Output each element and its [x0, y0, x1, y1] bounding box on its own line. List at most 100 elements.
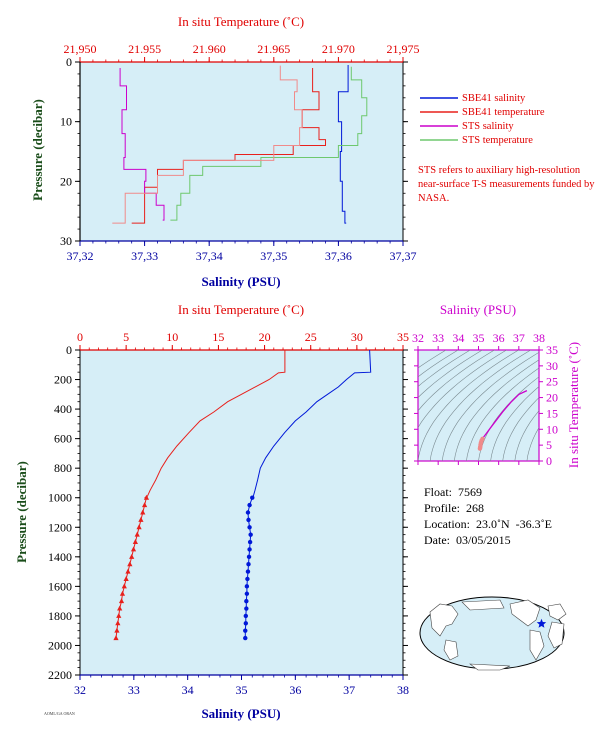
map-continents	[429, 599, 567, 671]
ts-series-group	[477, 390, 528, 451]
legend-label-sbe41-temperature: SBE41 temperature	[462, 107, 545, 118]
pressure-tick-label: 800	[54, 461, 72, 475]
pressure-tick-label: 20	[60, 174, 72, 188]
temp-tick-label: 25	[305, 330, 317, 344]
marker-temperature-deep-samples	[129, 553, 135, 559]
ts-plot-area	[417, 349, 540, 462]
ts-sal-tick-label: 37	[513, 331, 525, 345]
pressure-tick-label: 1200	[48, 520, 72, 534]
marker-temperature-deep-samples	[136, 524, 142, 530]
bottom-ticks-group: 0 5 10 15 20 25 30 35 32 33 34 35 36 37 38 0 200 400 600 80…	[48, 330, 409, 697]
ts-temp-tick-label: 0	[546, 454, 552, 468]
marker-salinity-deep-samples	[245, 569, 251, 574]
temp-tick-label: 21.955	[128, 42, 161, 56]
marker-temperature-deep-samples	[121, 583, 127, 589]
marker-salinity-deep-samples	[244, 591, 250, 596]
marker-temperature-deep-samples	[119, 590, 126, 596]
pressure-tick-label: 1600	[48, 579, 72, 593]
marker-temperature-deep-samples	[118, 598, 125, 604]
isopycnal-line	[418, 350, 459, 378]
ts-sal-axis-title: Salinity (PSU)	[440, 302, 516, 317]
marker-salinity-deep-samples	[245, 576, 250, 582]
isopycnal-line	[418, 350, 507, 429]
marker-salinity-deep-samples	[246, 554, 252, 560]
legend-label-sts-salinity: STS salinity	[462, 121, 514, 132]
date: Date: 03/05/2015	[424, 533, 511, 547]
marker-salinity-deep-samples	[243, 613, 249, 619]
continent-australia	[443, 639, 459, 661]
continent-europe	[547, 603, 567, 621]
ts-isopycnal-lines	[418, 350, 539, 461]
sal-tick-label: 37,33	[131, 249, 158, 263]
temp-tick-label: 35	[397, 330, 409, 344]
top-temp-axis-title: In situ Temperature (˚C)	[178, 14, 304, 29]
ts-temp-tick-label: 25	[546, 375, 558, 389]
marker-temperature-deep-samples	[117, 605, 123, 611]
marker-salinity-deep-samples	[246, 517, 251, 523]
sal-tick-label: 32	[74, 683, 86, 697]
marker-salinity-deep-samples	[248, 532, 253, 537]
pressure-tick-label: 10	[60, 115, 72, 129]
continent-north-america	[509, 599, 541, 627]
ts-temp-tick-label: 5	[546, 438, 552, 452]
marker-salinity-deep-samples	[243, 635, 248, 641]
marker-temperature-deep-samples	[115, 620, 121, 626]
continent-asia-east	[461, 599, 505, 611]
isopycnal-line	[418, 350, 483, 399]
marker-salinity-deep-samples	[247, 547, 252, 552]
isopycnal-line	[526, 426, 539, 461]
pressure-tick-label: 1800	[48, 609, 72, 623]
isopycnal-line	[441, 351, 539, 461]
ts-sal-tick-label: 35	[473, 331, 485, 345]
ts-temp-tick-label: 35	[546, 343, 558, 357]
marker-temperature-deep-samples	[138, 516, 144, 522]
temp-tick-label: 21,975	[387, 42, 420, 56]
isopycnal-line	[454, 359, 539, 461]
marker-temperature-deep-samples	[140, 509, 146, 515]
marker-salinity-deep-samples	[244, 584, 250, 589]
continent-africa	[547, 621, 565, 649]
pressure-tick-label: 400	[54, 402, 72, 416]
bottom-plot-area	[79, 349, 404, 676]
temp-tick-label: 15	[212, 330, 224, 344]
ts-temp-axis-title: In situ Temperature (˚C)	[566, 342, 581, 468]
profile-number: Profile: 268	[424, 501, 484, 515]
sal-tick-label: 37,34	[196, 249, 223, 263]
top-ticks-group: 21,950 21.955 21.960 21.965 21.970 21,975 37,3…	[60, 42, 420, 263]
temp-tick-label: 0	[77, 330, 83, 344]
top-pressure-axis-title: Pressure (decibar)	[30, 99, 45, 201]
temp-tick-label: 30	[351, 330, 363, 344]
bottom-series-group	[113, 349, 372, 641]
isopycnal-line	[429, 350, 531, 461]
series-salinity	[252, 349, 372, 497]
bottom-sal-axis-title: Salinity (PSU)	[201, 706, 280, 721]
marker-salinity-deep-samples	[246, 562, 251, 567]
continent-antarctica	[469, 663, 511, 671]
ts-sal-tick-label: 33	[432, 331, 444, 345]
sal-tick-label: 37,32	[67, 249, 94, 263]
temp-tick-label: 10	[166, 330, 178, 344]
isopycnal-line	[502, 397, 539, 461]
isopycnal-line	[514, 410, 539, 461]
ts-temp-tick-label: 10	[546, 422, 558, 436]
marker-temperature-deep-samples	[132, 539, 138, 545]
isopycnal-line	[478, 376, 539, 461]
marker-salinity-deep-samples	[245, 510, 251, 515]
continent-south-america	[529, 629, 545, 661]
pressure-tick-label: 30	[60, 234, 72, 248]
bottom-pressure-axis-title: Pressure (decibar)	[14, 461, 29, 563]
pressure-tick-label: 600	[54, 432, 72, 446]
sal-tick-label: 33	[128, 683, 140, 697]
pressure-tick-label: 2200	[48, 668, 72, 682]
legend-label-sbe41-salinity: SBE41 salinity	[462, 93, 526, 104]
temp-tick-label: 21,950	[64, 42, 97, 56]
top-series-group	[112, 65, 368, 224]
pressure-tick-label: 2000	[48, 638, 72, 652]
pressure-tick-label: 200	[54, 373, 72, 387]
top-plot-area	[79, 61, 404, 242]
marker-salinity-deep-samples	[243, 628, 248, 633]
marker-salinity-deep-samples	[250, 495, 255, 500]
marker-salinity-deep-samples	[244, 598, 249, 604]
